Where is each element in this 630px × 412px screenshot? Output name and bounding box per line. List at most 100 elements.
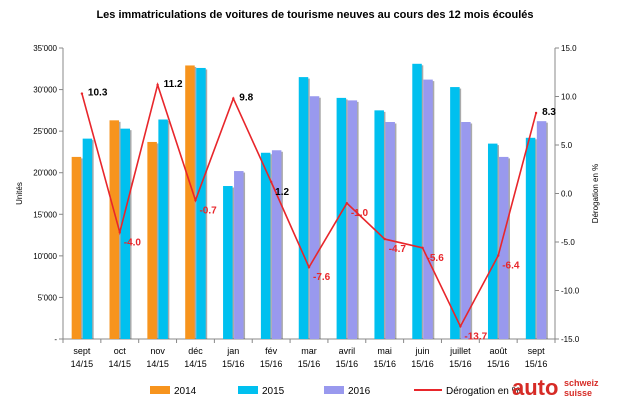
bar-2014 — [71, 156, 82, 339]
bar-2016 — [347, 100, 358, 339]
deviation-point — [421, 246, 424, 250]
x-tick-label-month: sept — [528, 346, 546, 356]
y-tick-label: 35'000 — [33, 44, 57, 53]
legend-label-2016: 2016 — [348, 386, 371, 397]
x-tick-label-period: 15/16 — [298, 359, 321, 369]
y-axis-title: Unités — [15, 182, 24, 205]
y-tick-label: - — [54, 335, 57, 344]
x-tick-label-period: 15/16 — [336, 359, 359, 369]
legend-label-2015: 2015 — [262, 386, 285, 397]
logo-auto-text: auto — [512, 375, 559, 400]
bar-2016 — [461, 121, 471, 339]
deviation-label: 1.2 — [275, 187, 289, 198]
x-tick-label-month: juin — [415, 346, 430, 356]
data-labels: 10.3 -4.0 11.2 -0.7 9.8 1.2 -7.6 -1.0 -4.7 -5.6 -1… — [88, 79, 556, 343]
x-tick-label-month: mai — [377, 346, 392, 356]
y2-tick-label: -5.0 — [561, 238, 575, 247]
logo-line-1: schweiz — [564, 378, 599, 388]
deviation-line — [80, 82, 538, 329]
deviation-label: -7.6 — [313, 272, 331, 283]
legend-swatch-2015 — [238, 386, 258, 394]
y2-tick-label: 15.0 — [561, 44, 577, 53]
x-tick-label-period: 15/16 — [487, 359, 510, 369]
auto-schweiz-logo: auto schweiz suisse — [512, 376, 624, 406]
deviation-label: -4.0 — [124, 237, 142, 248]
deviation-label: 11.2 — [164, 79, 183, 90]
deviation-label: -4.7 — [389, 244, 407, 255]
bar-2015 — [82, 138, 93, 339]
y2-tick-label: 0.0 — [561, 190, 573, 199]
x-tick-label-period: 15/16 — [222, 359, 245, 369]
bar-2015 — [450, 87, 460, 339]
y-tick-label: 15'000 — [33, 210, 57, 219]
deviation-point — [118, 231, 121, 234]
deviation-point — [156, 83, 159, 87]
x-tick-label-period: 14/15 — [146, 359, 169, 369]
deviation-label: 8.3 — [542, 107, 556, 118]
bar-2014 — [109, 120, 120, 339]
deviation-label: -1.0 — [351, 208, 369, 219]
bar-2014 — [147, 141, 157, 339]
bar-2015 — [158, 119, 168, 339]
y2-tick-label: -15.0 — [561, 335, 580, 344]
y2-tick-label: -10.0 — [561, 287, 580, 296]
bar-2015 — [223, 186, 233, 339]
x-tick-label-month: déc — [188, 346, 203, 356]
bar-2016 — [234, 171, 244, 339]
x-tick-label-month: juillet — [449, 346, 471, 356]
x-tick-label-month: jan — [226, 346, 239, 356]
x-tick-label-month: sept — [73, 346, 91, 356]
legend-swatch-2016 — [324, 386, 344, 394]
deviation-label: -5.6 — [427, 253, 445, 264]
y2-axis-title: Dérogation en % — [591, 164, 600, 224]
bar-2016 — [385, 121, 395, 339]
x-tick-label-period: 14/15 — [109, 359, 132, 369]
bar-2015 — [196, 67, 206, 339]
deviation-point — [383, 237, 386, 241]
bar-2016 — [498, 156, 509, 339]
bar-2016 — [271, 150, 282, 339]
chart-title: Les immatriculations de voitures de tour… — [96, 9, 533, 21]
deviation-point — [497, 254, 500, 257]
bar-2014 — [185, 65, 195, 340]
x-tick-label-month: août — [489, 346, 507, 356]
deviation-label: 10.3 — [88, 88, 108, 99]
y-tick-label: 25'000 — [33, 127, 57, 136]
logo-line-2: suisse — [564, 388, 593, 398]
deviation-label: -0.7 — [199, 205, 217, 216]
legend-label-2014: 2014 — [174, 386, 197, 397]
bars — [71, 63, 548, 340]
bar-2015 — [412, 63, 422, 339]
bar-2015 — [260, 152, 271, 339]
x-tick-label-period: 15/16 — [411, 359, 434, 369]
deviation-point — [534, 111, 538, 115]
bar-2015 — [487, 143, 498, 339]
x-tick-label-period: 15/16 — [525, 359, 548, 369]
x-tick-label-period: 15/16 — [260, 359, 283, 369]
bar-2015 — [120, 128, 131, 339]
deviation-label: 9.8 — [239, 92, 253, 103]
y-tick-label: 5'000 — [38, 293, 58, 302]
deviation-point — [269, 180, 273, 184]
logo-side-text: schweiz suisse — [564, 378, 599, 398]
deviation-point — [232, 97, 235, 100]
bar-2015 — [298, 77, 309, 339]
deviation-label: -6.4 — [502, 261, 520, 272]
x-tick-label-month: nov — [150, 346, 165, 356]
x-tick-label-month: oct — [114, 346, 127, 356]
x-tick-label-month: avril — [339, 346, 356, 356]
bar-2016 — [536, 121, 547, 339]
deviation-label: -13.7 — [464, 331, 487, 342]
y2-tick-label: 10.0 — [561, 93, 577, 102]
x-tick-label-month: fév — [265, 346, 278, 356]
bar-2016 — [423, 79, 433, 339]
bar-2015 — [336, 97, 347, 339]
bar-2015 — [374, 110, 384, 339]
x-tick-label-month: mar — [301, 346, 317, 356]
deviation-point — [194, 199, 197, 202]
deviation-point — [307, 266, 311, 269]
y-tick-label: 30'000 — [33, 86, 57, 95]
x-tick-label-period: 14/15 — [71, 359, 94, 369]
x-tick-label-period: 15/16 — [373, 359, 396, 369]
